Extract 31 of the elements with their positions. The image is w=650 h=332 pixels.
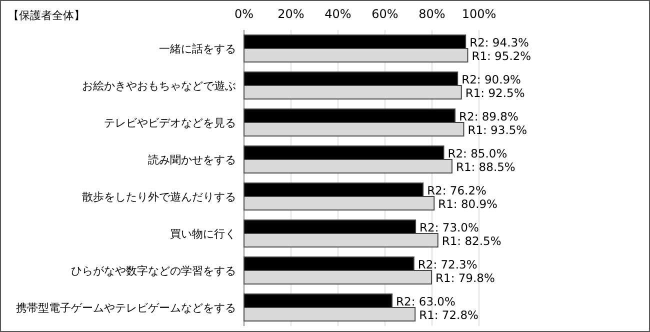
x-tick-label: 100% bbox=[462, 7, 496, 21]
x-tick-label: 40% bbox=[324, 7, 352, 21]
y-tick-label: 買い物に行く bbox=[170, 228, 236, 240]
data-label: R2: 89.8% bbox=[459, 109, 518, 124]
data-label: R2: 63.0% bbox=[396, 294, 456, 308]
data-label: R1: 72.8% bbox=[419, 308, 479, 322]
y-tick-label: ひらがなや数字などの学習をする bbox=[71, 264, 236, 278]
y-tick-label: テレビやビデオなどを見る bbox=[104, 116, 236, 130]
y-tick-label: 読み聞かせをする bbox=[148, 154, 236, 166]
y-tick-label: お絵かきやおもちゃなどで遊ぶ bbox=[82, 80, 236, 92]
data-label: R2: 90.9% bbox=[462, 72, 522, 86]
x-tick-label: 0% bbox=[234, 7, 254, 21]
y-tick-label: 携帯型電子ゲームやテレビゲームなどをする bbox=[16, 302, 236, 314]
y-tick-label: 散歩をしたり外で遊んだりする bbox=[82, 190, 236, 204]
data-label: R2: 94.3% bbox=[470, 35, 530, 50]
data-label: R1: 79.8% bbox=[436, 270, 495, 285]
data-label: R1: 92.5% bbox=[465, 86, 525, 100]
data-label: R1: 80.9% bbox=[438, 196, 498, 211]
x-tick-label: 20% bbox=[278, 7, 304, 21]
text: 【保護者全体】 bbox=[8, 9, 85, 22]
x-tick-label: 60% bbox=[372, 7, 398, 21]
y-tick-label: 一緒に話をする bbox=[159, 42, 236, 56]
data-label: R2: 85.0% bbox=[448, 146, 508, 160]
data-label: R1: 93.5% bbox=[468, 122, 528, 137]
data-label: R2: 72.3% bbox=[418, 257, 478, 272]
x-tick-label: 80% bbox=[418, 7, 446, 21]
data-label: R1: 82.5% bbox=[442, 234, 502, 248]
data-label: R1: 95.2% bbox=[472, 48, 532, 63]
data-label: R2: 73.0% bbox=[420, 220, 479, 234]
data-label: R2: 76.2% bbox=[427, 183, 487, 198]
data-label: R1: 88.5% bbox=[456, 160, 516, 174]
